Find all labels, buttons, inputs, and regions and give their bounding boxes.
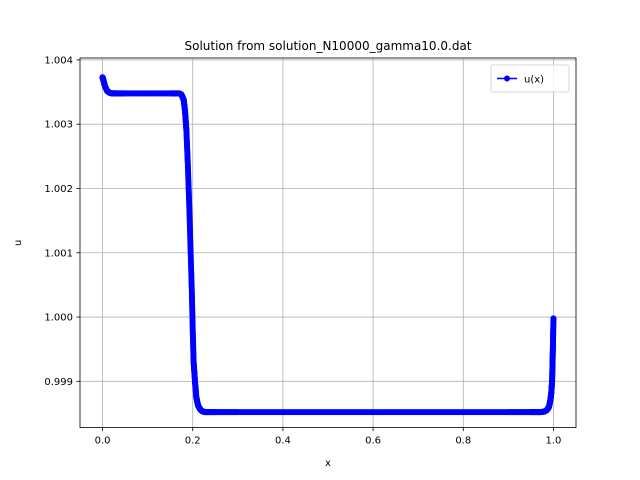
x-axis-label: x — [325, 458, 331, 469]
y-tick-label: 0.999 — [44, 377, 73, 388]
y-tick-label: 1.002 — [44, 184, 73, 195]
legend-box — [490, 64, 570, 93]
y-axis-label: u — [13, 240, 24, 246]
chart-title: Solution from solution_N10000_gamma10.0.… — [184, 39, 471, 53]
axis-ticks: 0.0 0.2 0.4 0.6 0.8 1.0 0.999 1.000 1.001 1.002 1.… — [44, 55, 561, 446]
x-tick-label: 0.2 — [185, 436, 201, 447]
legend-entry-label: u(x) — [524, 75, 544, 86]
legend: u(x) — [490, 64, 570, 93]
data-point — [550, 315, 557, 322]
y-tick-label: 1.001 — [44, 248, 73, 259]
y-tick-label: 1.004 — [44, 55, 73, 66]
x-tick-label: 0.4 — [275, 436, 291, 447]
y-tick-label: 1.000 — [44, 313, 73, 324]
legend-marker-swatch — [504, 75, 510, 82]
y-tick-label: 1.003 — [44, 120, 73, 131]
x-tick-label: 0.8 — [455, 436, 471, 447]
x-tick-label: 0.6 — [365, 436, 381, 447]
x-tick-label: 0.0 — [95, 436, 111, 447]
series-layer — [99, 74, 557, 416]
plot-frame — [79, 57, 577, 429]
x-tick-label: 1.0 — [546, 436, 562, 447]
